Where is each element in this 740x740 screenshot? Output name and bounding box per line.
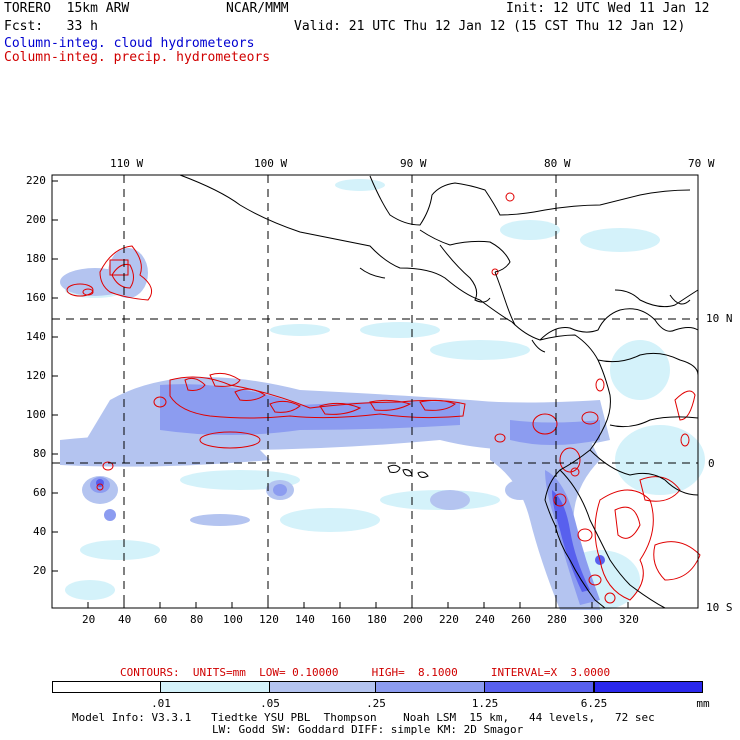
coastline-layer — [179, 174, 699, 609]
precip-contour-layer — [66, 192, 701, 604]
center-label: NCAR/MMM — [226, 1, 289, 16]
y-tick-label: 100 — [26, 408, 46, 421]
legend-label: 6.25 — [580, 697, 608, 710]
forecast-hour: Fcst: 33 h — [4, 19, 98, 34]
lon-label-100w: 100 W — [254, 157, 288, 170]
legend-box-2 — [270, 681, 376, 693]
legend-box-3 — [376, 681, 485, 693]
y-tick-label: 20 — [33, 564, 47, 577]
x-tick-label: 80 — [190, 613, 204, 626]
x-tick-label: 100 — [223, 613, 243, 626]
x-tick-label: 160 — [331, 613, 351, 626]
grid-lines — [52, 175, 698, 608]
legend-box-4 — [485, 681, 594, 693]
y-tick-label: 120 — [26, 369, 46, 382]
legend-label: .01 — [151, 697, 171, 710]
y-tick-label: 180 — [26, 252, 46, 265]
x-tick-label: 180 — [367, 613, 387, 626]
model-title: TORERO 15km ARW — [4, 1, 130, 16]
legend-box-0 — [52, 681, 161, 693]
lon-label-70w: 70 W — [688, 157, 715, 170]
x-tick-label: 300 — [583, 613, 603, 626]
legend-units: mm — [696, 697, 710, 710]
init-time: Init: 12 UTC Wed 11 Jan 12 — [506, 1, 710, 16]
lon-label-80w: 80 W — [544, 157, 571, 170]
y-tick-label: 40 — [33, 525, 47, 538]
x-tick-label: 20 — [82, 613, 96, 626]
lat-label-10s: 10 S — [706, 601, 733, 614]
x-tick-label: 280 — [547, 613, 567, 626]
lon-label-90w: 90 W — [400, 157, 427, 170]
cloud-field-label: Column-integ. cloud hydrometeors — [4, 36, 255, 51]
lat-label-10n: 10 N — [706, 312, 733, 325]
model-info-line1: Model Info: V3.3.1 Tiedtke YSU PBL Thomp… — [72, 711, 655, 724]
cloud-fill-layer — [60, 179, 705, 610]
legend-label: .25 — [366, 697, 386, 710]
y-tick-label: 80 — [33, 447, 47, 460]
lon-label-110w: 110 W — [110, 157, 144, 170]
y-tick-label: 160 — [26, 291, 46, 304]
lat-label-0: 0 — [708, 457, 715, 470]
x-tick-label: 320 — [619, 613, 639, 626]
y-tick-label: 200 — [26, 213, 46, 226]
x-tick-label: 200 — [403, 613, 423, 626]
map-frame — [51, 174, 699, 609]
legend-label: 1.25 — [471, 697, 499, 710]
x-tick-label: 60 — [154, 613, 168, 626]
x-tick-label: 240 — [475, 613, 495, 626]
valid-time: Valid: 21 UTC Thu 12 Jan 12 (15 CST Thu … — [294, 19, 686, 34]
legend-box-5 — [594, 681, 703, 693]
y-tick-label: 60 — [33, 486, 47, 499]
y-tick-label: 220 — [26, 174, 46, 187]
x-tick-label: 40 — [118, 613, 132, 626]
x-tick-label: 140 — [295, 613, 315, 626]
y-tick-label: 140 — [26, 330, 46, 343]
x-tick-label: 220 — [439, 613, 459, 626]
contour-info: CONTOURS: UNITS=mm LOW= 0.10000 HIGH= 8.… — [120, 666, 611, 679]
legend-box-1 — [161, 681, 270, 693]
precip-field-label: Column-integ. precip. hydrometeors — [4, 50, 271, 65]
legend-label: .05 — [260, 697, 280, 710]
model-info-line2: LW: Godd SW: Goddard DIFF: simple KM: 2D… — [212, 723, 524, 736]
x-tick-label: 260 — [511, 613, 531, 626]
x-tick-label: 120 — [259, 613, 279, 626]
